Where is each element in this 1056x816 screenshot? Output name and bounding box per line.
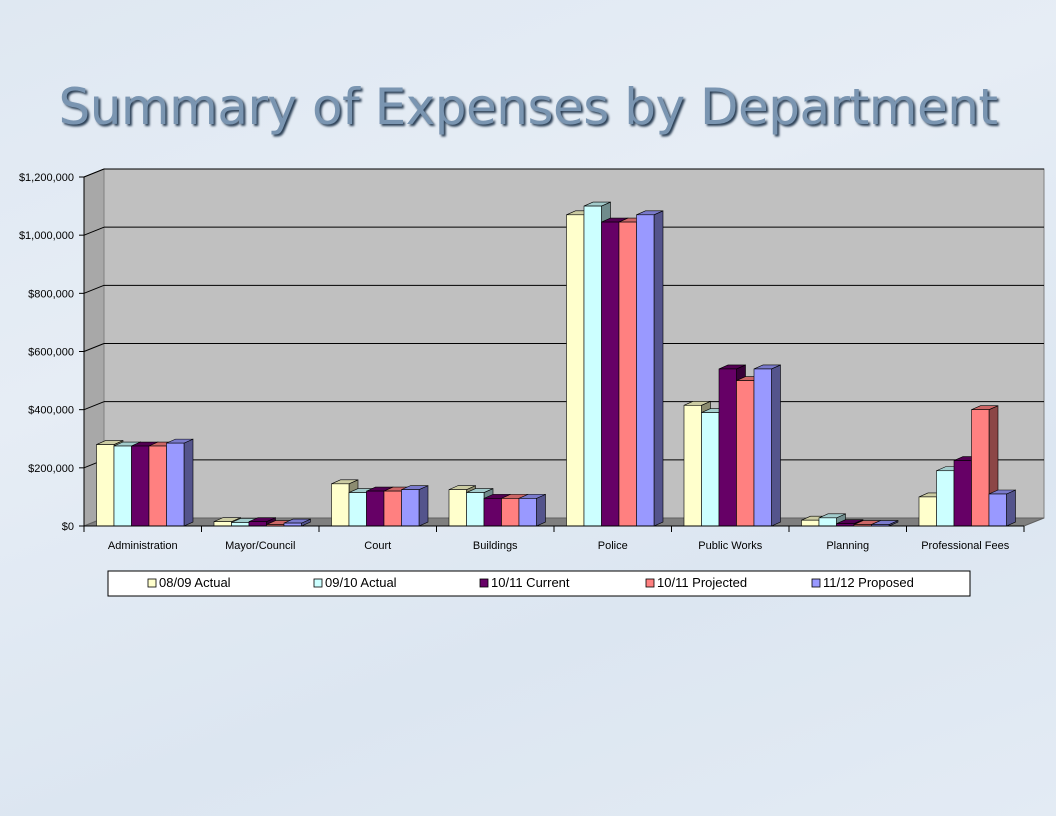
x-tick-label: Mayor/Council bbox=[225, 540, 295, 552]
y-tick-label: $400,000 bbox=[28, 405, 74, 417]
bar-front bbox=[918, 496, 937, 527]
bar-front bbox=[583, 205, 602, 527]
legend-swatch bbox=[645, 578, 655, 588]
bar bbox=[636, 210, 664, 527]
gridline-side bbox=[83, 401, 105, 411]
bar-front bbox=[501, 498, 520, 527]
bar-front bbox=[753, 368, 772, 527]
bar-front bbox=[166, 442, 185, 527]
gridline-side bbox=[83, 168, 105, 178]
bar-front bbox=[988, 493, 1007, 527]
bar bbox=[518, 493, 546, 527]
legend-label: 08/09 Actual bbox=[159, 575, 231, 590]
bar-front bbox=[348, 492, 367, 527]
y-tick-label: $0 bbox=[62, 521, 74, 533]
bar-front bbox=[718, 368, 737, 527]
plot-area bbox=[83, 168, 1045, 527]
legend-swatch bbox=[479, 578, 489, 588]
bar-front bbox=[331, 483, 350, 527]
legend-item: 11/12 Proposed bbox=[811, 575, 914, 590]
bar-front bbox=[683, 405, 702, 527]
bar-front bbox=[601, 221, 620, 527]
y-axis: $0 $200,000 $400,000 $600,000 $800,000 $1,000… bbox=[19, 172, 85, 533]
bar-front bbox=[701, 412, 720, 527]
bar-front bbox=[248, 521, 267, 527]
bar-side bbox=[183, 438, 194, 527]
bar-front bbox=[96, 444, 115, 527]
bar bbox=[166, 438, 194, 527]
y-tick-label: $1,000,000 bbox=[19, 230, 74, 242]
bar-front bbox=[113, 445, 132, 527]
bar-side bbox=[653, 210, 664, 527]
x-tick-label: Professional Fees bbox=[921, 540, 1010, 552]
legend-swatch bbox=[313, 578, 323, 588]
bar-front bbox=[483, 498, 502, 527]
slide-title: Summary of Expenses by Department bbox=[58, 78, 998, 136]
bar-side bbox=[1006, 489, 1016, 527]
bar-front bbox=[148, 445, 167, 527]
gridline-side bbox=[83, 226, 105, 236]
gridline-side bbox=[83, 343, 105, 352]
bar-front bbox=[636, 214, 655, 527]
x-axis: Administration Mayor/Council Court Building… bbox=[83, 525, 1025, 552]
legend: 08/09 Actual 09/10 Actual 10/11 Current 10/… bbox=[107, 570, 971, 597]
bar-front bbox=[818, 517, 837, 527]
bar-front bbox=[736, 380, 755, 527]
bar-front bbox=[801, 519, 820, 527]
bars bbox=[96, 201, 1016, 527]
x-tick-label: Administration bbox=[108, 540, 178, 552]
bar-front bbox=[971, 409, 990, 527]
legend-box bbox=[107, 570, 971, 597]
bar-side bbox=[771, 364, 781, 527]
legend-swatch bbox=[811, 578, 821, 588]
bar-front bbox=[466, 492, 485, 527]
bar-front bbox=[936, 470, 955, 527]
bar-front bbox=[566, 214, 585, 527]
bar-front bbox=[213, 521, 232, 527]
bar bbox=[753, 364, 781, 527]
legend-label: 11/12 Proposed bbox=[823, 575, 914, 590]
legend-item: 10/11 Projected bbox=[645, 575, 747, 590]
y-tick-label: $1,200,000 bbox=[19, 172, 74, 184]
x-tick-label: Police bbox=[598, 540, 628, 552]
gridline-side bbox=[83, 284, 105, 294]
x-tick-label: Court bbox=[364, 540, 391, 552]
legend-item: 10/11 Current bbox=[479, 575, 570, 590]
x-tick-label: Public Works bbox=[698, 540, 762, 552]
bar-front bbox=[448, 489, 467, 527]
x-tick-label: Planning bbox=[826, 540, 869, 552]
bar-side bbox=[418, 485, 429, 527]
bar-front bbox=[131, 445, 150, 527]
bar-front bbox=[401, 489, 420, 527]
bar bbox=[401, 485, 429, 527]
bar bbox=[283, 518, 311, 527]
legend-item: 08/09 Actual bbox=[147, 575, 231, 590]
bar-front bbox=[366, 490, 385, 527]
bar bbox=[988, 489, 1016, 527]
y-tick-label: $600,000 bbox=[28, 347, 74, 359]
bar-front bbox=[953, 460, 972, 527]
bar-front bbox=[231, 522, 250, 527]
legend-label: 10/11 Current bbox=[491, 575, 570, 590]
legend-label: 09/10 Actual bbox=[325, 575, 397, 590]
y-tick-label: $800,000 bbox=[28, 288, 74, 300]
legend-item: 09/10 Actual bbox=[313, 575, 397, 590]
y-tick-label: $200,000 bbox=[28, 463, 74, 475]
legend-label: 10/11 Projected bbox=[657, 575, 747, 590]
legend-swatch bbox=[147, 578, 157, 588]
bar-side bbox=[536, 493, 546, 527]
bar-front bbox=[518, 498, 537, 527]
bar-front bbox=[618, 221, 637, 527]
bar-front bbox=[383, 490, 402, 527]
x-tick-label: Buildings bbox=[473, 540, 518, 552]
